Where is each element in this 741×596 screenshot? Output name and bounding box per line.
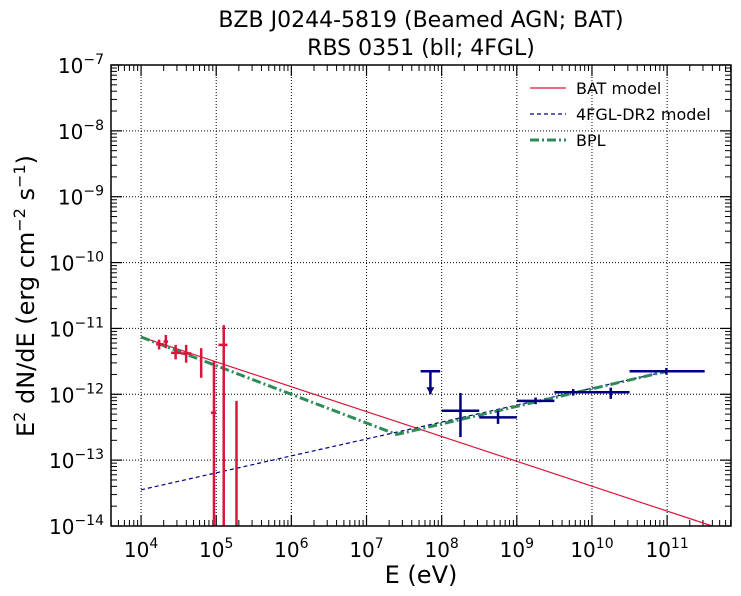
y-tick-label: 10−9 <box>58 184 104 210</box>
bat-data-point <box>210 361 217 526</box>
legend-label-bpl: BPL <box>576 131 606 150</box>
y-tick-label: 10−7 <box>58 52 104 78</box>
y-axis-label: E2 dN/dE (erg cm−2 s−1) <box>10 155 40 437</box>
y-tick-label: 10−14 <box>49 513 104 539</box>
minor-ticks <box>110 65 732 526</box>
upper-limit-arrowhead <box>426 387 435 395</box>
grid <box>111 65 731 526</box>
points-layer <box>156 325 705 526</box>
fermi-data-point <box>479 410 517 424</box>
x-tick-label: 104 <box>124 536 158 562</box>
bat-data-point <box>218 325 228 526</box>
y-tick-label: 10−12 <box>49 381 104 407</box>
bat-data-point <box>156 339 164 350</box>
tick-labels: 104 105 106 107 108 109 1010 1011 10−14 10−13 10−1… <box>49 52 689 562</box>
fermi-data-point <box>554 389 592 396</box>
x-tick-label: 106 <box>274 536 308 562</box>
x-tick-label: 108 <box>424 536 458 562</box>
x-tick-label: 105 <box>199 536 233 562</box>
legend-label-4fgl-model: 4FGL-DR2 model <box>576 105 711 124</box>
major-ticks <box>111 64 731 527</box>
series-line-bpl <box>140 335 668 437</box>
series-layer <box>140 335 713 527</box>
bat-data-point <box>180 344 192 363</box>
chart-title-line2: RBS 0351 (bll; 4FGL) <box>307 36 535 61</box>
x-tick-label: 109 <box>500 536 534 562</box>
x-tick-label: 107 <box>349 536 383 562</box>
y-tick-label: 10−13 <box>49 447 104 473</box>
bat-data-point <box>163 335 169 349</box>
fermi-data-point <box>441 392 480 438</box>
plot-frame <box>110 64 732 527</box>
series-line-4fgl-dr2-model <box>140 370 668 491</box>
fermi-data-point <box>516 397 555 405</box>
legend-label-bat-model: BAT model <box>576 79 661 98</box>
x-axis-label: E (eV) <box>385 561 458 589</box>
x-tick-label: 1011 <box>645 536 688 562</box>
y-tick-label: 10−8 <box>58 118 104 144</box>
series-line-bat-model <box>140 336 713 527</box>
chart-title-line1: BZB J0244-5819 (Beamed AGN; BAT) <box>218 8 623 33</box>
fermi-upper-limit <box>420 369 441 395</box>
y-tick-label: 10−10 <box>49 250 104 276</box>
legend: BAT model 4FGL-DR2 model BPL <box>530 79 711 150</box>
bat-data-point <box>199 348 203 378</box>
fermi-data-point <box>591 387 630 399</box>
x-tick-label: 1010 <box>570 536 613 562</box>
fermi-data-point <box>629 367 705 375</box>
y-tick-label: 10−11 <box>49 315 104 341</box>
bat-data-point <box>171 344 181 360</box>
